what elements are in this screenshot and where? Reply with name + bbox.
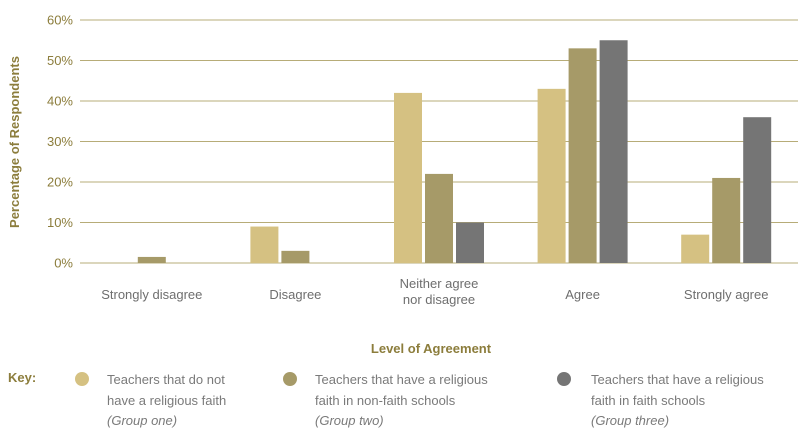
bar	[137, 256, 166, 263]
legend-line-2: faith in faith schools	[591, 392, 706, 408]
legend-key-label: Key:	[8, 370, 37, 385]
x-axis-title: Level of Agreement	[371, 341, 492, 356]
y-tick-label: 10%	[47, 215, 73, 230]
bar	[394, 92, 422, 264]
legend-swatch-group-one	[75, 372, 89, 386]
legend-line-1: Teachers that do not	[107, 372, 225, 387]
x-tick-label: Agree	[565, 287, 600, 302]
legend-line-1: Teachers that have a religious	[591, 372, 764, 387]
bar	[537, 88, 566, 263]
bars	[137, 40, 772, 264]
bar	[712, 177, 741, 263]
legend-swatch-group-three	[557, 372, 571, 386]
y-tick-label: 40%	[47, 94, 73, 109]
bar	[281, 250, 310, 263]
bar-chart: 0% 10% 20% 30% 40% 50% 60% Strongly disagree Di…	[7, 13, 798, 356]
legend-group-label: (Group three)	[591, 413, 670, 428]
y-tick-label: 30%	[47, 134, 73, 149]
y-tick-label: 0%	[54, 256, 73, 271]
y-axis-title: Percentage of Respondents	[7, 56, 22, 228]
y-tick-label: 60%	[47, 13, 73, 28]
y-tick-label: 50%	[47, 53, 73, 68]
legend-group-label: (Group two)	[315, 413, 384, 428]
bar	[425, 173, 453, 263]
bar	[599, 40, 628, 263]
y-tick-label: 20%	[47, 175, 73, 190]
legend-group-label: (Group one)	[107, 413, 178, 428]
x-tick-label: Strongly agree	[684, 287, 769, 302]
bar	[681, 234, 710, 263]
bar	[456, 222, 484, 263]
bar	[250, 226, 279, 263]
legend-line-1: Teachers that have a religious	[315, 372, 488, 387]
legend: Key: Teachers that do not have a religio…	[0, 370, 798, 434]
x-tick-labels: Strongly disagree Disagree Neither agree no…	[101, 276, 768, 307]
bar	[743, 117, 772, 263]
x-tick-label: Neither agree nor disagree	[400, 276, 479, 307]
x-tick-label: Disagree	[269, 287, 321, 302]
legend-swatch-group-two	[283, 372, 297, 386]
legend-line-2: faith in non-faith schools	[315, 392, 456, 408]
y-tick-labels: 0% 10% 20% 30% 40% 50% 60%	[47, 13, 73, 271]
bar	[568, 48, 597, 263]
x-tick-label: Strongly disagree	[101, 287, 202, 302]
legend-line-2: have a religious faith	[107, 392, 227, 408]
